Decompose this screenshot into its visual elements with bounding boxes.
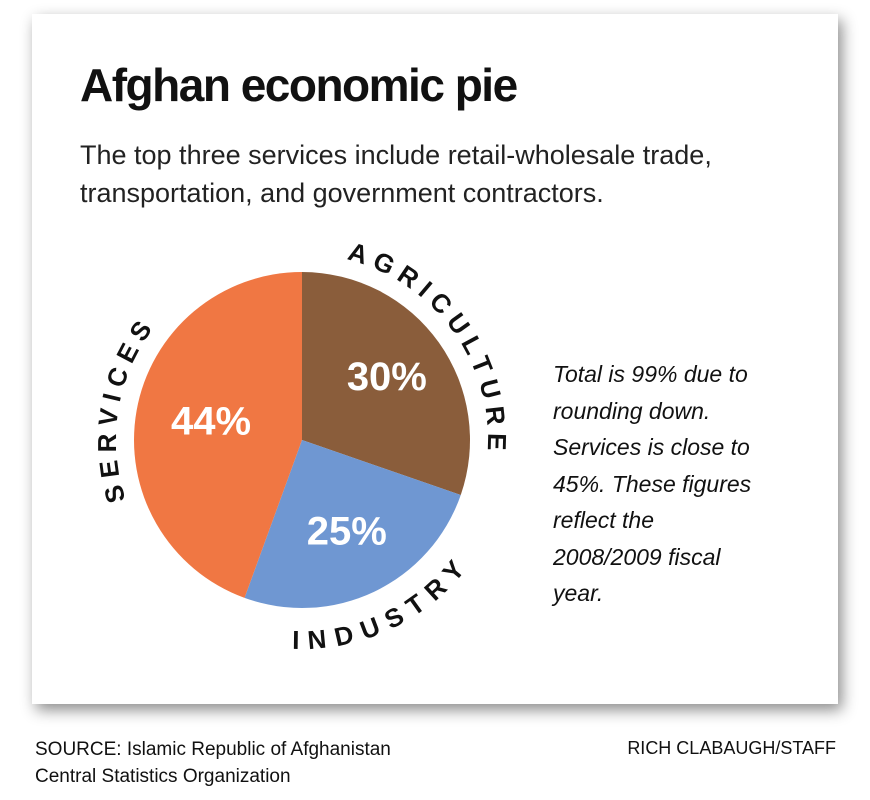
value-label: 44% <box>171 400 251 444</box>
pie-slice <box>302 272 471 495</box>
chart-title: Afghan economic pie <box>80 59 518 111</box>
chart-subtitle: The top three services include retail-wh… <box>80 140 712 208</box>
credit: RICH CLABAUGH/STAFF <box>627 738 836 758</box>
value-label: 25% <box>307 510 387 554</box>
value-label: 30% <box>347 355 427 399</box>
source: SOURCE: Islamic Republic of Afghanistan … <box>35 739 391 787</box>
pie-slice <box>244 440 461 608</box>
annotation: Total is 99% due to rounding down. Servi… <box>553 361 752 606</box>
pie-slice <box>134 272 302 598</box>
